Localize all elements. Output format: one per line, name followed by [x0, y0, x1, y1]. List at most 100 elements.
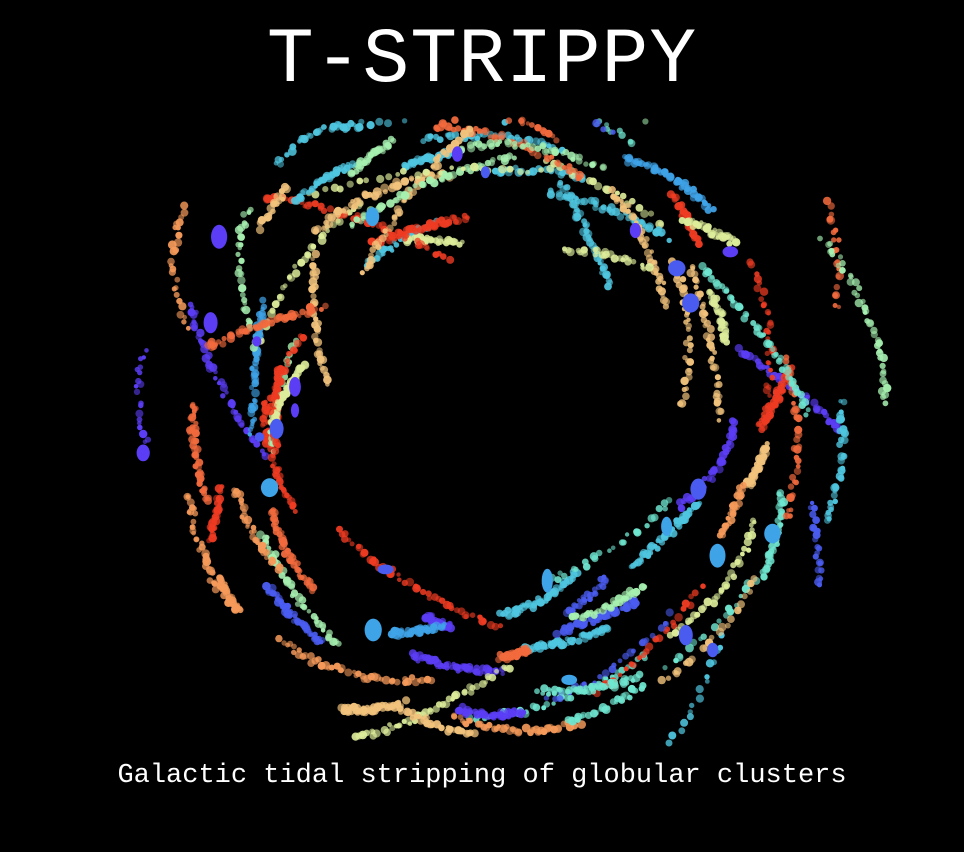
star-particle: [715, 381, 723, 388]
star-particle: [391, 214, 398, 220]
star-particle: [193, 536, 200, 543]
star-particle: [762, 565, 771, 574]
tidal-stream: [807, 500, 825, 588]
star-particle: [472, 708, 479, 715]
star-particle: [615, 196, 621, 202]
tidal-stream: [822, 196, 844, 310]
star-particle: [405, 226, 413, 234]
star-particle: [541, 705, 547, 711]
star-particle: [249, 402, 259, 412]
star-particle: [319, 231, 327, 239]
star-particle: [306, 201, 313, 208]
star-particle: [706, 325, 715, 333]
star-particle: [248, 529, 254, 535]
star-particle: [775, 357, 783, 365]
star-particle: [835, 472, 844, 481]
star-particle: [665, 608, 674, 617]
tidal-stream: [824, 398, 849, 524]
tidal-stream: [167, 201, 191, 331]
star-particle: [497, 139, 503, 144]
star-particle: [774, 517, 782, 524]
star-particle: [313, 619, 319, 625]
star-particle: [246, 319, 253, 326]
tidal-stream: [393, 700, 479, 738]
star-particle: [605, 277, 613, 284]
star-particle: [683, 660, 689, 666]
star-particle: [608, 186, 616, 194]
star-particle: [333, 206, 343, 216]
star-particle: [862, 307, 870, 315]
star-particle: [319, 365, 325, 371]
star-particle: [217, 378, 226, 386]
star-particle: [643, 236, 650, 242]
star-particle: [292, 509, 298, 514]
star-particle: [840, 398, 848, 406]
tidal-stream: [534, 670, 644, 697]
star-particle: [836, 441, 843, 448]
star-particle: [196, 469, 204, 477]
star-particle: [599, 265, 606, 272]
star-particle: [762, 386, 772, 395]
star-particle: [363, 177, 369, 184]
star-particle: [258, 309, 266, 318]
star-particle: [445, 219, 453, 227]
star-particle: [798, 401, 806, 410]
star-particle: [292, 263, 298, 269]
star-particle: [424, 245, 430, 251]
star-particle: [618, 131, 626, 139]
star-particle: [277, 160, 284, 168]
star-particle: [316, 347, 323, 354]
globular-cluster: [254, 432, 265, 442]
star-particle: [252, 416, 258, 422]
star-particle: [645, 222, 654, 231]
star-particle: [349, 221, 355, 228]
tidal-stream: [746, 258, 777, 428]
star-particle: [661, 280, 667, 286]
star-particle: [227, 399, 236, 408]
star-particle: [329, 170, 334, 176]
star-particle: [789, 473, 797, 481]
star-particle: [619, 192, 627, 200]
star-particle: [759, 287, 769, 296]
star-particle: [551, 148, 560, 157]
star-particle: [201, 549, 210, 558]
star-particle: [190, 437, 198, 445]
star-particle: [427, 133, 434, 140]
star-particle: [286, 350, 292, 357]
star-particle: [397, 229, 403, 235]
star-particle: [608, 665, 617, 674]
star-particle: [552, 695, 559, 703]
star-particle: [504, 139, 513, 148]
star-particle: [454, 217, 463, 226]
star-particle: [381, 203, 387, 209]
star-particle: [292, 269, 301, 278]
star-particle: [321, 124, 327, 130]
star-particle: [387, 722, 392, 727]
star-particle: [726, 240, 733, 247]
globular-cluster: [678, 625, 693, 646]
star-particle: [571, 602, 578, 609]
star-particle: [454, 125, 462, 132]
star-particle: [422, 168, 430, 176]
star-particle: [601, 669, 610, 678]
star-particle: [635, 204, 644, 212]
star-particle: [454, 726, 463, 735]
star-particle: [506, 165, 514, 173]
star-particle: [674, 613, 683, 622]
star-particle: [240, 211, 248, 218]
star-particle: [510, 606, 520, 615]
star-particle: [375, 702, 383, 709]
star-particle: [699, 644, 708, 653]
star-particle: [665, 739, 673, 747]
star-particle: [135, 377, 142, 385]
star-particle: [275, 477, 284, 486]
star-particle: [466, 683, 474, 691]
star-particle: [393, 678, 401, 686]
star-particle: [346, 180, 354, 188]
star-particle: [173, 238, 183, 247]
star-particle: [810, 525, 818, 532]
star-particle: [580, 246, 588, 254]
tidal-stream: [568, 583, 648, 622]
star-particle: [832, 291, 840, 300]
tidal-stream: [657, 575, 758, 685]
